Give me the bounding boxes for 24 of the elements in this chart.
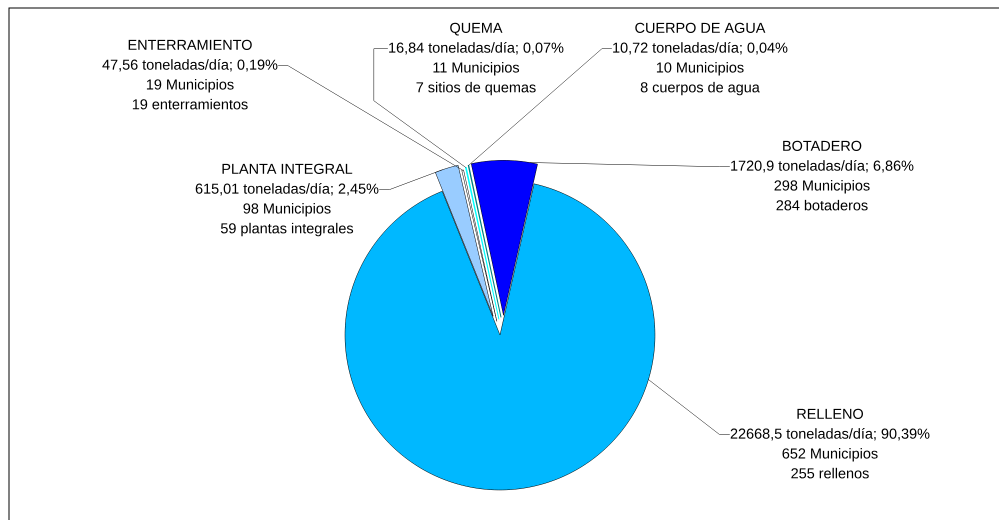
slice-label: CUERPO DE AGUA	[635, 22, 766, 33]
slice-label: BOTADERO	[783, 140, 862, 151]
data-label: 47,56 toneladas/día; 0,19%	[102, 58, 278, 72]
data-label: 16,84 toneladas/día; 0,07%	[389, 42, 564, 54]
data-label: 22668,5 toneladas/día; 90,39%	[730, 428, 930, 440]
text: 98 Municipios	[244, 202, 331, 216]
text: 8 cuerpos de agua	[640, 82, 760, 96]
text: 10 Municipios	[656, 62, 744, 76]
text: 59 plantas integrales	[220, 222, 354, 236]
text: 652 Municipios	[782, 448, 878, 462]
slice-label: ENTERRAMIENTO	[128, 40, 252, 50]
text: 19 Municipios	[146, 78, 234, 92]
slice-label: QUEMA	[450, 22, 502, 36]
text: 19 enterramientos	[132, 98, 248, 110]
text: 298 Municipios	[774, 180, 870, 194]
text: 255 rellenos	[791, 468, 869, 478]
text: 11 Municipios	[433, 62, 520, 76]
data-label: 10,72 toneladas/día; 0,04%	[613, 42, 788, 54]
data-label: 615,01 toneladas/día; 2,45%	[196, 182, 378, 196]
slice-label: RELLENO	[797, 408, 864, 419]
text: 7 sitios de quemas	[416, 82, 536, 96]
slice-label: PLANTA INTEGRAL	[222, 164, 352, 174]
text: 284 botaderos	[776, 200, 868, 210]
data-label: 1720,9 toneladas/día; 6,86%	[731, 160, 914, 172]
